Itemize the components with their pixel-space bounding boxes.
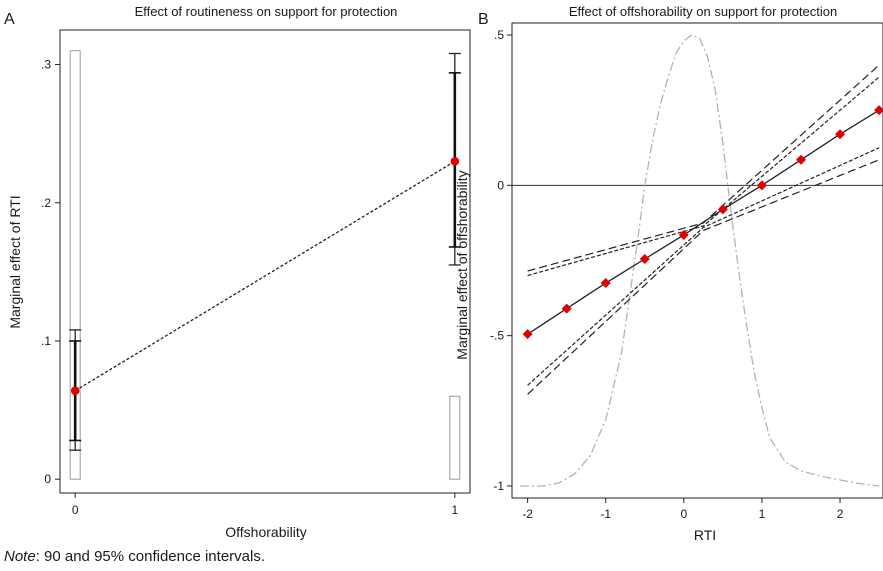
estimate-point	[70, 386, 80, 396]
estimate-point	[522, 329, 533, 340]
x-tick-label: 2	[837, 507, 844, 521]
x-tick-label: -1	[600, 507, 611, 521]
panel-a-label: A	[4, 11, 15, 28]
x-tick-label: 1	[759, 507, 766, 521]
panel-b: B Effect of offshorability on support fo…	[454, 4, 883, 543]
estimate-line	[74, 160, 456, 392]
estimate-point	[600, 278, 611, 289]
estimate-point	[835, 129, 846, 140]
x-tick-label: -2	[522, 507, 533, 521]
figure-note: Note: 90 and 95% confidence intervals.	[4, 548, 265, 565]
y-tick-label: -1	[493, 479, 504, 493]
y-tick-label: .1	[41, 334, 51, 348]
estimate-point	[561, 303, 572, 314]
figure: A Effect of routineness on support for p…	[4, 4, 883, 543]
y-tick-label: .2	[41, 196, 51, 210]
y-tick-label: 0	[497, 178, 504, 192]
panel-b-label: B	[478, 11, 489, 28]
x-tick-label: 1	[451, 503, 458, 517]
panel-b-x-label: RTI	[694, 527, 716, 543]
panel-b-y-label: Marginal effect of offshorability	[454, 170, 470, 359]
note-text: : 90 and 95% confidence intervals.	[35, 548, 266, 565]
panel-a-title: Effect of routineness on support for pro…	[135, 4, 398, 19]
histogram-bar	[69, 50, 81, 480]
density-curve	[519, 34, 880, 487]
y-tick-label: .5	[494, 28, 504, 42]
y-tick-label: -.5	[490, 329, 504, 343]
panel-b-plot-frame	[511, 22, 883, 499]
ci95-lower-line	[527, 159, 880, 395]
ci90-upper-line	[527, 76, 880, 277]
panel-a-marks: 0 .1 .2 .3 0 1	[41, 50, 461, 517]
x-tick-label: 0	[680, 507, 687, 521]
ci95-upper-line	[527, 64, 880, 272]
y-tick-label: .3	[41, 58, 51, 72]
ci90-lower-line	[527, 147, 880, 386]
estimate-line	[527, 109, 880, 335]
histogram-bar	[449, 395, 461, 480]
estimate-point	[639, 253, 650, 264]
panel-a-y-label: Marginal effect of RTI	[7, 195, 23, 328]
estimate-point	[874, 105, 883, 116]
panel-b-marks: -1 -.5 0 .5 -2 -1 0 1 2	[490, 28, 883, 521]
x-tick-label: 0	[72, 503, 79, 517]
panel-b-title: Effect of offshorability on support for …	[569, 4, 837, 19]
estimate-point	[756, 180, 767, 191]
note-label: Note	[4, 548, 36, 565]
estimate-point	[717, 204, 728, 215]
panel-a-x-label: Offshorability	[225, 524, 306, 540]
estimate-point	[450, 156, 460, 166]
y-tick-label: 0	[44, 472, 51, 486]
panel-a-plot-frame	[59, 29, 471, 494]
estimate-point	[795, 154, 806, 165]
estimate-point	[678, 229, 689, 240]
panel-a: A Effect of routineness on support for p…	[4, 4, 471, 540]
